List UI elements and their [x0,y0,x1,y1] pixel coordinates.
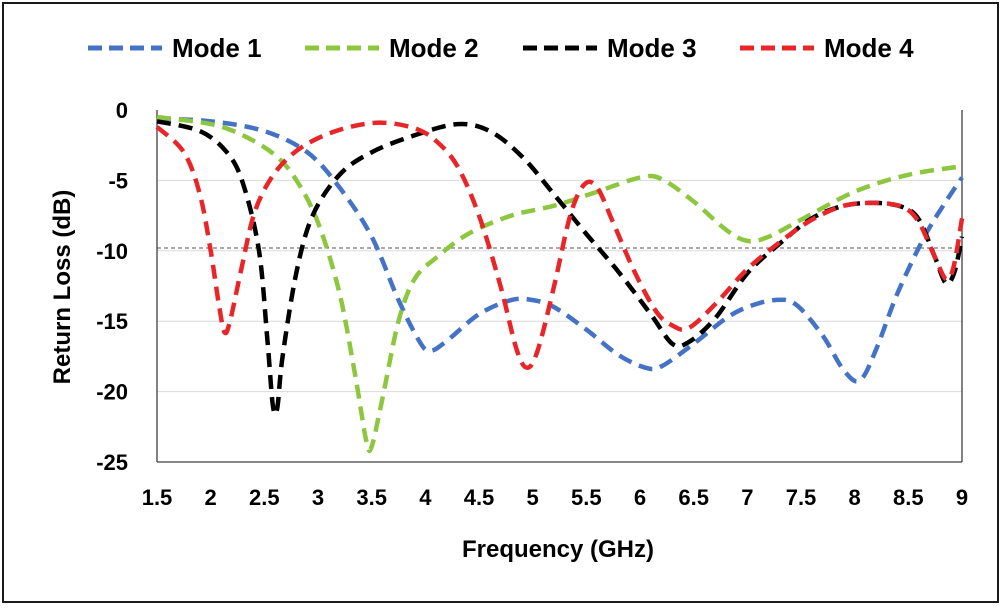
x-tick-label: 7.5 [786,485,817,510]
x-tick-label: 4 [419,485,432,510]
y-tick-label: -15 [96,309,128,334]
y-tick-label: 0 [116,98,128,123]
y-tick-labels: 0 -5 -10 -15 -20 -25 [96,98,128,475]
x-tick-labels: 1.5 2 2.5 3 3.5 4 4.5 5 5.5 6 6.5 7 7.5 8 8.5 9 [142,485,968,510]
x-tick-label: 9 [956,485,968,510]
x-tick-label: 3.5 [356,485,387,510]
legend: Mode 1 Mode 2 Mode 3 Mode 4 [88,33,914,63]
y-tick-label: -25 [96,450,128,475]
series-lines [155,114,965,454]
x-tick-label: 2 [205,485,217,510]
series-line-mode-1 [156,116,964,384]
y-tick-label: -5 [108,168,128,193]
x-tick-label: 5 [527,485,539,510]
gridlines [157,179,962,393]
x-tick-label: 2.5 [249,485,280,510]
legend-label: Mode 1 [172,33,262,63]
y-axis-label: Return Loss (dB) [49,190,76,385]
x-tick-label: 3 [312,485,324,510]
series-line-mode-3 [156,119,965,417]
x-tick-label: 4.5 [464,485,495,510]
x-tick-label: 6.5 [678,485,709,510]
legend-label: Mode 2 [389,33,479,63]
chart-frame [2,2,999,603]
legend-label: Mode 4 [824,33,914,63]
x-tick-label: 8 [849,485,861,510]
x-axis-label: Frequency (GHz) [462,536,654,563]
y-tick-label: -10 [96,239,128,264]
y-tick-label: -20 [96,380,128,405]
axes [156,110,963,463]
x-tick-label: 7 [741,485,753,510]
series-line-mode-2 [156,114,963,454]
x-tick-label: 5.5 [571,485,602,510]
x-tick-label: 8.5 [893,485,924,510]
legend-label: Mode 3 [607,33,697,63]
x-tick-label: 6 [634,485,646,510]
x-tick-label: 1.5 [142,485,173,510]
series-line-mode-4 [155,120,965,370]
